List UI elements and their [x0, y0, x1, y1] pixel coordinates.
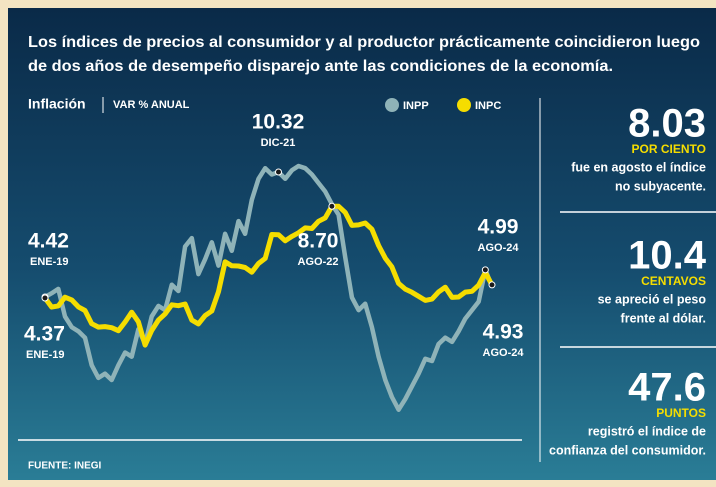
- legend-swatch: [457, 98, 471, 112]
- stat-text: registró el índice de: [588, 424, 706, 438]
- stat-number: 47.6: [628, 366, 706, 410]
- annotation-date: AGO-24: [478, 242, 520, 254]
- annotation-dot: [275, 168, 283, 176]
- annotation-value: 4.37: [24, 323, 65, 346]
- stat-text: no subyacente.: [615, 179, 706, 193]
- stat-number: 10.4: [628, 234, 707, 278]
- annotation-dot: [488, 281, 496, 289]
- stat-unit: POR CIENTO: [632, 142, 706, 156]
- stat-text: fue en agosto el índice: [571, 160, 706, 174]
- annotation-dot: [481, 266, 489, 274]
- stat-unit: PUNTOS: [656, 406, 706, 420]
- chart-subheader: VAR % ANUAL: [113, 99, 190, 111]
- series-line: [42, 203, 495, 348]
- stat-text: frente al dólar.: [621, 311, 706, 325]
- stat-unit: CENTAVOS: [641, 274, 706, 288]
- annotation-value: 10.32: [252, 111, 305, 134]
- annotation-dot: [328, 202, 336, 210]
- legend-label: INPP: [403, 100, 429, 112]
- annotation-date: ENE-19: [26, 349, 65, 361]
- series-line: [43, 163, 495, 412]
- annotation-dot: [41, 294, 49, 302]
- chart-header: Inflación: [28, 96, 86, 112]
- legend-label: INPC: [475, 100, 501, 112]
- annotation-value: 4.42: [28, 230, 69, 253]
- annotation-value: 4.93: [483, 321, 524, 344]
- annotation-value: 4.99: [478, 216, 519, 239]
- title-line: de dos años de desempeño disparejo ante …: [28, 58, 613, 75]
- annotation-date: DIC-21: [261, 137, 296, 149]
- title-line: Los índices de precios al consumidor y a…: [28, 34, 700, 51]
- stat-text: confianza del consumidor.: [549, 443, 706, 457]
- stat-number: 8.03: [628, 102, 706, 146]
- annotation-date: ENE-19: [30, 256, 69, 268]
- annotation-date: AGO-24: [483, 347, 525, 359]
- panel: [8, 8, 716, 480]
- annotation-date: AGO-22: [298, 256, 339, 268]
- stat-text: se apreció el peso: [598, 292, 707, 306]
- annotation-value: 8.70: [298, 230, 339, 253]
- legend-swatch: [385, 98, 399, 112]
- source: FUENTE: INEGI: [28, 461, 102, 472]
